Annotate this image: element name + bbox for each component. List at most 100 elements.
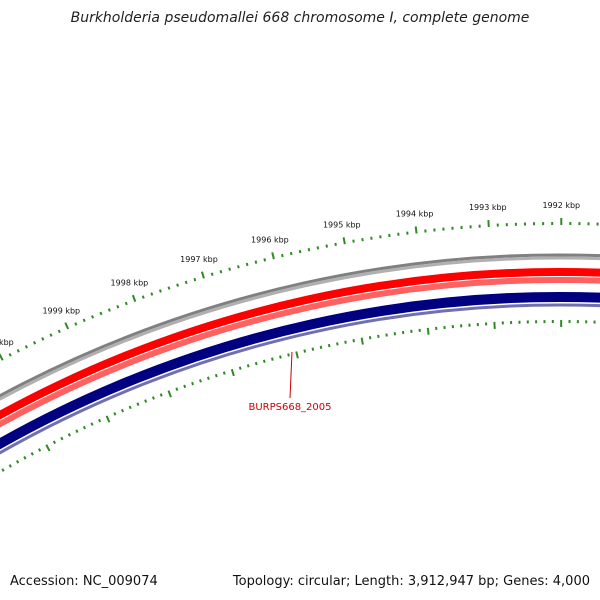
inner-minor-tick	[262, 359, 266, 364]
inner-minor-tick	[319, 345, 323, 350]
ruler-label: 1998 kbp	[111, 279, 149, 288]
outer-minor-tick	[91, 315, 95, 319]
inner-minor-tick	[23, 456, 27, 460]
outer-major-tick	[271, 252, 275, 260]
outer-minor-tick	[184, 280, 188, 285]
outer-minor-tick	[228, 267, 232, 271]
ruler-label: 1992 kbp	[542, 201, 580, 210]
inner-minor-tick	[336, 342, 339, 346]
outer-minor-tick	[116, 304, 120, 309]
outer-minor-tick	[307, 248, 311, 252]
outer-major-tick	[342, 237, 346, 245]
inner-minor-tick	[15, 460, 20, 464]
inner-minor-tick	[214, 373, 218, 378]
inner-major-tick	[426, 327, 430, 335]
inner-minor-tick	[270, 357, 274, 361]
outer-minor-tick	[57, 329, 61, 334]
outer-minor-tick	[263, 258, 267, 262]
outer-minor-tick	[167, 286, 171, 290]
outer-minor-tick	[8, 353, 12, 357]
outer-minor-tick	[325, 244, 329, 248]
inner-major-tick	[295, 351, 299, 359]
ruler-label: 1999 kbp	[42, 307, 80, 316]
outer-minor-tick	[245, 262, 249, 267]
outer-minor-tick	[150, 292, 154, 296]
inner-minor-tick	[90, 422, 94, 426]
inner-minor-tick	[246, 364, 250, 368]
inner-minor-tick	[254, 361, 258, 366]
outer-minor-tick	[82, 318, 86, 323]
outer-track-dark	[0, 253, 600, 398]
outer-minor-tick	[124, 301, 128, 306]
feature-tracks	[0, 253, 600, 455]
inner-minor-tick	[52, 440, 57, 445]
outer-minor-tick	[281, 253, 284, 258]
outer-minor-tick	[254, 260, 258, 264]
outer-minor-tick	[24, 344, 28, 349]
forward-strand-highlight	[0, 277, 600, 428]
outer-track-light	[0, 256, 600, 401]
outer-minor-tick	[16, 349, 20, 353]
inner-minor-tick	[368, 336, 372, 340]
reverse-strand-edge	[0, 303, 600, 455]
outer-major-tick	[131, 294, 137, 302]
inner-minor-tick	[352, 339, 355, 343]
inner-minor-tick	[1, 468, 5, 472]
inner-minor-tick	[303, 349, 307, 353]
gene-leader-line	[289, 351, 293, 399]
map-title: Burkholderia pseudomallei 668 chromosome…	[70, 10, 530, 26]
outer-minor-tick	[33, 341, 37, 345]
inner-minor-tick	[183, 384, 187, 389]
inner-minor-tick	[30, 452, 34, 456]
inner-minor-tick	[199, 379, 202, 383]
ruler-label: 1993 kbp	[469, 203, 507, 212]
inner-minor-tick	[121, 408, 125, 413]
inner-minor-tick	[238, 366, 242, 370]
outer-minor-tick	[41, 337, 45, 341]
inner-minor-tick	[38, 448, 42, 452]
inner-minor-tick	[206, 376, 210, 380]
inner-minor-tick	[191, 381, 195, 386]
outer-major-tick	[64, 322, 70, 330]
inner-minor-tick	[144, 399, 148, 403]
outer-minor-tick	[193, 277, 197, 282]
outer-major-tick	[414, 226, 418, 234]
inner-minor-tick	[75, 429, 79, 434]
outer-minor-tick	[352, 239, 355, 243]
ruler-label: 1997 kbp	[180, 255, 218, 264]
inner-major-tick	[360, 337, 364, 345]
genome-summary-text: Topology: circular; Length: 3,912,947 bp…	[232, 574, 590, 589]
outer-minor-tick	[210, 272, 214, 276]
inner-minor-tick	[279, 355, 282, 359]
gene-callout: BURPS668_2005	[248, 351, 332, 413]
inner-minor-tick	[159, 393, 163, 397]
reverse-strand-track	[0, 292, 600, 450]
ruler-label: 1996 kbp	[251, 236, 289, 245]
inner-minor-tick	[344, 340, 347, 344]
inner-major-tick	[167, 390, 172, 398]
gene-label-burps668-2005[interactable]: BURPS668_2005	[248, 402, 331, 413]
outer-minor-tick	[316, 246, 320, 250]
outer-minor-tick	[158, 289, 162, 293]
outer-minor-tick	[237, 265, 240, 269]
inner-minor-tick	[60, 436, 64, 441]
outer-minor-tick	[49, 333, 53, 337]
outer-minor-tick	[107, 308, 111, 312]
outer-minor-tick	[141, 295, 145, 299]
inner-minor-tick	[327, 343, 331, 348]
inner-minor-tick	[136, 402, 140, 406]
ruler-label: 1994 kbp	[396, 210, 434, 219]
outer-minor-tick	[176, 283, 179, 287]
inner-minor-tick	[82, 425, 86, 430]
inner-minor-tick	[67, 433, 71, 437]
outer-major-tick	[200, 271, 205, 279]
inner-minor-tick	[222, 371, 226, 375]
inner-major-tick	[105, 415, 111, 423]
ruler-label: 2000 kbp	[0, 338, 14, 347]
inner-minor-tick	[311, 347, 315, 351]
outer-minor-tick	[289, 251, 293, 256]
track-gap	[0, 285, 600, 434]
outer-minor-tick	[74, 322, 78, 326]
inner-minor-tick	[8, 464, 12, 468]
